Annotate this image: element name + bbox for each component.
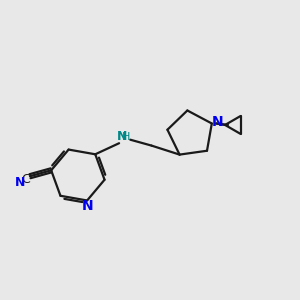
Text: N: N: [211, 115, 223, 129]
Text: C: C: [22, 173, 30, 186]
Text: N: N: [117, 130, 127, 143]
Text: H: H: [122, 132, 130, 142]
Text: N: N: [82, 200, 94, 213]
Text: N: N: [15, 176, 26, 189]
